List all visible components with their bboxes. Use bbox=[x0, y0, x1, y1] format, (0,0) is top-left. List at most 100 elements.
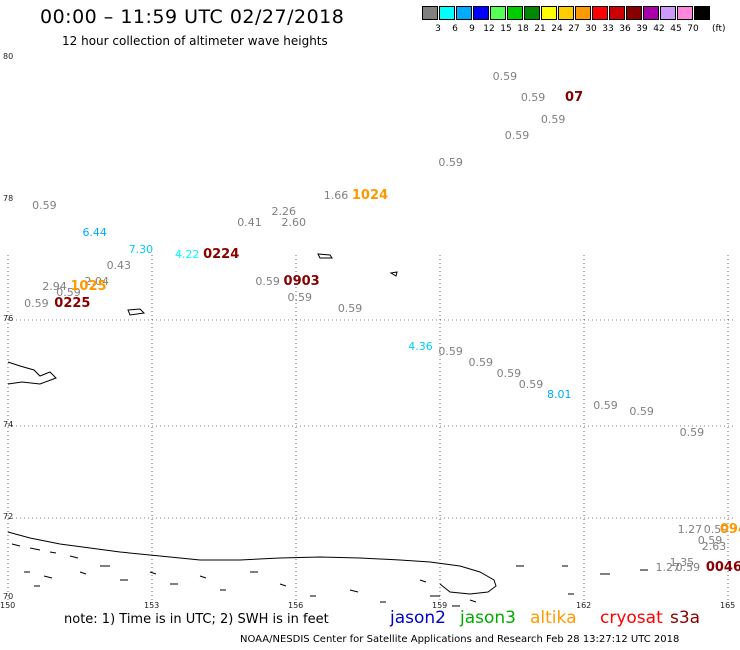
legend-swatch bbox=[439, 6, 455, 20]
legend-swatch bbox=[575, 6, 591, 20]
wave-height-value: 0.59 bbox=[337, 302, 363, 315]
wave-height-value: 0.59 bbox=[56, 285, 81, 299]
islands-west bbox=[11, 543, 648, 607]
wave-height-value: 0.59 bbox=[697, 534, 723, 548]
legend-tick: 30 bbox=[585, 24, 597, 34]
wave-height-value: 1.66 bbox=[323, 188, 349, 202]
legend-tick: 18 bbox=[517, 24, 529, 34]
legend-unit: (ft) bbox=[712, 24, 726, 34]
map-title: 00:00 – 11:59 UTC 02/27/2018 bbox=[40, 6, 345, 28]
satellite-cryosat: cryosat bbox=[600, 608, 663, 628]
wave-height-value: 1.35 bbox=[669, 555, 695, 569]
wave-height-value: 0.43 bbox=[106, 258, 132, 272]
legend-tick: 15 bbox=[500, 24, 512, 34]
wave-height-value: 0.59 bbox=[438, 345, 463, 359]
legend-tick: 39 bbox=[636, 24, 648, 34]
legend-tick: 33 bbox=[602, 24, 614, 34]
wave-height-value: 0.59 bbox=[540, 113, 566, 126]
latitude-label: 80 bbox=[3, 52, 14, 61]
wave-height-value: 0.59 bbox=[504, 129, 530, 143]
wave-height-value: 2.63 bbox=[701, 539, 727, 553]
legend-swatch bbox=[524, 6, 540, 20]
satellite-s3a: s3a bbox=[670, 608, 701, 628]
wave-height-value: 0.41 bbox=[237, 215, 262, 229]
longitude-label: 159 bbox=[432, 601, 448, 610]
latitude-label: 70 bbox=[3, 592, 14, 601]
ice-small-2 bbox=[317, 253, 333, 259]
latitude-label: 76 bbox=[3, 314, 14, 323]
pass-time-label: 07 bbox=[565, 90, 584, 106]
legend-tick: 27 bbox=[568, 24, 580, 34]
legend-swatch bbox=[507, 6, 523, 20]
wave-height-value: 4.22 bbox=[174, 248, 200, 261]
legend-swatch bbox=[592, 6, 608, 20]
legend-swatch bbox=[490, 6, 506, 20]
wave-height-value: 2.04 bbox=[84, 275, 109, 288]
legend-tick: 24 bbox=[551, 24, 563, 34]
legend-tick: 9 bbox=[469, 24, 475, 34]
legend-swatch bbox=[643, 6, 659, 20]
wave-height-value: 0.59 bbox=[287, 291, 313, 305]
island-left bbox=[7, 361, 57, 385]
pass-time-label: 0903 bbox=[283, 274, 320, 289]
legend-tick: 12 bbox=[483, 24, 495, 34]
wave-height-value: 0.59 bbox=[438, 156, 463, 170]
legend-swatch bbox=[422, 6, 438, 20]
latitude-label: 74 bbox=[3, 420, 14, 429]
wave-height-value: 2.94 bbox=[42, 280, 67, 294]
wave-height-value: 0.59 bbox=[518, 377, 544, 391]
legend-swatch bbox=[694, 6, 710, 20]
longitude-label: 156 bbox=[288, 601, 304, 610]
longitude-label: 150 bbox=[0, 601, 16, 610]
longitude-label: 153 bbox=[144, 601, 160, 610]
pass-time-label: 0046 bbox=[705, 560, 740, 576]
ice-small-1 bbox=[127, 308, 146, 316]
wave-height-value: 0.59 bbox=[679, 426, 705, 440]
legend-tick: 21 bbox=[534, 24, 546, 34]
legend-swatch bbox=[626, 6, 642, 20]
legend-tick: 6 bbox=[452, 24, 458, 34]
legend-tick: 36 bbox=[619, 24, 631, 34]
latitude-label: 72 bbox=[3, 512, 14, 521]
wave-height-value: 0.59 bbox=[675, 561, 701, 575]
wave-height-value: 0.59 bbox=[492, 69, 518, 83]
wave-height-value: 7.30 bbox=[128, 242, 154, 256]
wave-height-value: 4.36 bbox=[408, 339, 433, 353]
wave-height-value: 2.60 bbox=[281, 215, 307, 229]
latitude-label: 78 bbox=[3, 194, 14, 203]
legend-tick: 45 bbox=[670, 24, 682, 34]
wave-height-value: 1.27 bbox=[655, 561, 681, 575]
legend-swatch bbox=[609, 6, 625, 20]
legend-tick: 3 bbox=[435, 24, 441, 34]
legend-tick: 42 bbox=[653, 24, 665, 34]
wave-height-value: 8.01 bbox=[546, 388, 572, 402]
legend-swatch bbox=[456, 6, 472, 20]
credit-line: NOAA/NESDIS Center for Satellite Applica… bbox=[240, 634, 680, 645]
legend-swatch bbox=[660, 6, 676, 20]
southern-coast bbox=[7, 531, 497, 595]
satellite-altika: altika bbox=[530, 608, 577, 628]
longitude-label: 165 bbox=[720, 601, 736, 610]
wave-height-value: 0.59 bbox=[703, 523, 729, 537]
satellite-jason3: jason3 bbox=[460, 608, 516, 628]
pass-time-label: 094 bbox=[719, 522, 740, 538]
wave-height-value: 0.59 bbox=[24, 296, 49, 310]
coastline bbox=[7, 253, 648, 607]
wave-height-value: 1.27 bbox=[677, 523, 703, 537]
pass-time-label: 0225 bbox=[54, 295, 91, 311]
ice-small-3 bbox=[389, 271, 398, 277]
wave-height-value: 0.59 bbox=[496, 366, 522, 380]
map-subtitle: 12 hour collection of altimeter wave hei… bbox=[62, 34, 328, 48]
pass-time-label: 1024 bbox=[351, 187, 389, 203]
wave-height-value: 0.59 bbox=[32, 199, 57, 213]
longitude-label: 162 bbox=[576, 601, 592, 610]
satellite-jason2: jason2 bbox=[390, 608, 446, 628]
legend-swatch bbox=[558, 6, 574, 20]
wave-height-value: 6.44 bbox=[82, 226, 107, 240]
graticule bbox=[7, 255, 736, 600]
wave-height-value: 0.59 bbox=[255, 275, 280, 288]
legend-swatch bbox=[677, 6, 693, 20]
footnote: note: 1) Time is in UTC; 2) SWH is in fe… bbox=[64, 612, 329, 627]
legend-swatch bbox=[473, 6, 489, 20]
